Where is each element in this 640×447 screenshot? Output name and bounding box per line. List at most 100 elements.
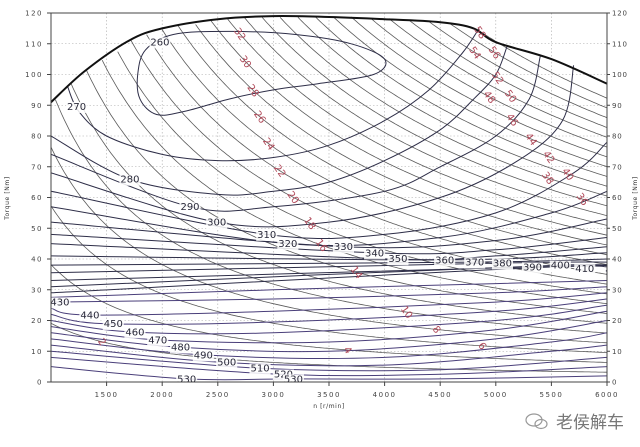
bsfc-label-300: 300	[207, 218, 226, 229]
power-label-30: 30	[237, 54, 253, 71]
bsfc-label-bg	[256, 229, 278, 241]
power-label-6: 6	[475, 341, 488, 353]
x-tick-label: 4000	[373, 391, 397, 399]
bsfc-label-500: 500	[217, 358, 236, 369]
bsfc-label-400: 400	[551, 261, 570, 272]
bsfc-contour-380	[51, 261, 607, 274]
power-label-32: 32	[231, 26, 247, 43]
x-tick-label: 1500	[95, 391, 119, 399]
y-tick-label-left: 10	[31, 348, 43, 356]
power-line-30kw	[210, 20, 607, 236]
y-tick-label-left: 90	[31, 102, 43, 110]
power-line-28kw	[195, 24, 607, 246]
y-tick-label-right: 110	[612, 40, 628, 48]
power-line-22kw	[146, 34, 607, 275]
bsfc-contour-510	[51, 350, 607, 372]
bsfc-label-490: 490	[194, 350, 213, 361]
bsfc-label-bg	[102, 318, 124, 330]
y-tick-label-right: 70	[612, 163, 623, 171]
power-label-28: 28	[244, 83, 260, 100]
bsfc-contour-320	[51, 190, 607, 247]
bsfc-label-bg	[192, 350, 214, 362]
y-tick-label-right: 50	[612, 225, 623, 233]
bsfc-label-430: 430	[50, 297, 69, 308]
bsfc-label-380: 380	[493, 258, 512, 269]
bsfc-contour-420	[51, 280, 607, 298]
power-line-52kw	[408, 19, 607, 128]
power-line-18kw	[117, 51, 607, 295]
power-line-12kw	[70, 83, 607, 324]
y-tick-label-right: 20	[612, 317, 623, 325]
power-line-6kw	[51, 205, 607, 353]
bsfc-contour-460	[51, 304, 607, 335]
power-line-38kw	[279, 17, 607, 197]
watermark: 老侯解车	[524, 408, 624, 433]
y-tick-label-right: 100	[612, 71, 628, 79]
power-line-4kw	[51, 264, 607, 363]
bsfc-label-470: 470	[148, 335, 167, 346]
bsfc-label-bg	[277, 239, 299, 251]
bsfc-label-bg	[387, 254, 409, 266]
power-label-50: 50	[502, 88, 518, 105]
bsfc-label-bg	[179, 202, 201, 214]
power-label-14: 14	[348, 265, 364, 282]
bsfc-label-bg	[79, 310, 101, 322]
bsfc-label-bg	[521, 262, 544, 274]
y-tick-label-left: 20	[31, 317, 43, 325]
y-tick-label-right: 90	[612, 102, 623, 110]
x-tick-label: 4500	[428, 391, 452, 399]
bsfc-label-270: 270	[67, 102, 86, 113]
x-tick-label: 3000	[261, 391, 285, 399]
bsfc-contour-280	[51, 46, 508, 196]
bsfc-label-bg	[176, 374, 198, 386]
bsfc-label-480: 480	[171, 343, 190, 354]
y-tick-label-left: 40	[31, 256, 43, 264]
power-line-14kw	[86, 70, 607, 314]
bsfc-label-340: 340	[365, 248, 384, 259]
y-axis-title-left: Torque [Nm]	[4, 176, 11, 221]
bsfc-label-bg	[282, 374, 304, 386]
bsfc-contour-270	[67, 28, 480, 162]
y-tick-label-right: 30	[612, 286, 623, 294]
y-tick-label-left: 30	[31, 286, 43, 294]
bsfc-contour-370	[51, 258, 607, 266]
power-line-26kw	[177, 25, 607, 256]
power-label-4: 4	[341, 345, 354, 357]
y-tick-label-right: 10	[612, 348, 623, 356]
y-tick-label-right: 80	[612, 133, 623, 141]
axes: 1500 2000 2500 3000 3500 4000 4500 5000 5500 6000…	[25, 10, 628, 400]
bsfc-contour-340	[51, 233, 607, 255]
power-label-44: 44	[522, 131, 538, 148]
power-label-56: 56	[486, 45, 502, 62]
power-line-24kw	[161, 29, 607, 265]
x-tick-label: 5500	[539, 391, 563, 399]
power-line-40kw	[297, 16, 607, 187]
power-line-16kw	[101, 60, 607, 305]
power-line-10kw	[55, 99, 607, 334]
power-line-46kw	[350, 16, 607, 158]
watermark-text: 老侯解车	[556, 413, 624, 433]
power-label-54: 54	[466, 45, 482, 62]
bsfc-contour-430	[51, 286, 607, 303]
power-line-58kw	[482, 32, 607, 99]
bsfc-label-410: 410	[575, 264, 594, 275]
power-line-48kw	[371, 18, 607, 148]
y-tick-label-left: 120	[25, 10, 43, 18]
bsfc-label-260: 260	[150, 37, 169, 48]
bsfc-label-bg	[574, 264, 596, 276]
y-tick-label-left: 80	[31, 133, 43, 141]
power-label-18: 18	[301, 215, 317, 232]
power-label-8: 8	[430, 324, 443, 336]
power-line-56kw	[448, 22, 607, 109]
full-load-curve	[50, 15, 608, 103]
power-label-20: 20	[284, 190, 300, 207]
bsfc-label-390: 390	[523, 262, 542, 273]
bsfc-label-320: 320	[278, 239, 297, 250]
power-label-46: 46	[504, 112, 520, 129]
bsfc-label-bg	[364, 248, 386, 260]
bsfc-label-370: 370	[465, 258, 484, 269]
power-label-38: 38	[539, 170, 555, 187]
y-tick-label-left: 50	[31, 225, 43, 233]
power-label-22: 22	[271, 163, 287, 180]
bsfc-label-350: 350	[388, 254, 407, 265]
